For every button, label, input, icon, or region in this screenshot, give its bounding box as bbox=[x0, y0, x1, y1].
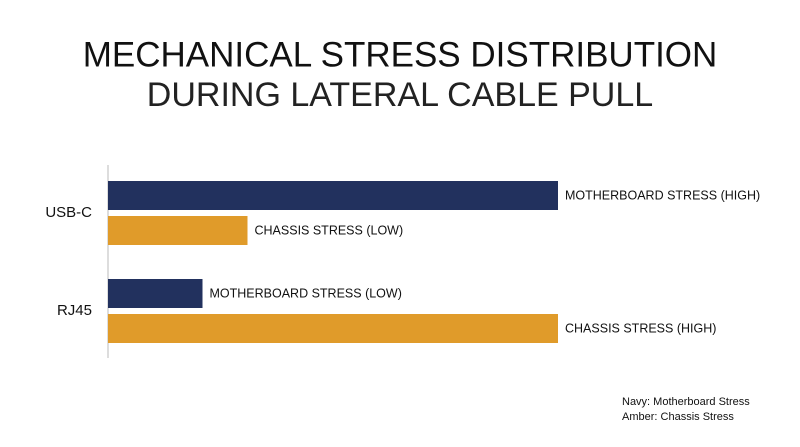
chart-title: MECHANICAL STRESS DISTRIBUTION bbox=[83, 35, 718, 74]
y-tick-label: RJ45 bbox=[57, 302, 92, 319]
bar bbox=[108, 216, 248, 245]
legend-entry: Amber: Chassis Stress bbox=[622, 411, 734, 423]
bar bbox=[108, 279, 203, 308]
bar-label: MOTHERBOARD STRESS (LOW) bbox=[210, 286, 402, 300]
bar bbox=[108, 314, 558, 343]
bar bbox=[108, 181, 558, 210]
bar-label: CHASSIS STRESS (LOW) bbox=[255, 223, 404, 237]
bar-label: MOTHERBOARD STRESS (HIGH) bbox=[565, 188, 760, 202]
chart-subtitle: DURING LATERAL CABLE PULL bbox=[147, 76, 653, 114]
legend-entry: Navy: Motherboard Stress bbox=[622, 396, 750, 408]
y-tick-label: USB-C bbox=[45, 204, 92, 221]
bar-label: CHASSIS STRESS (HIGH) bbox=[565, 321, 716, 335]
